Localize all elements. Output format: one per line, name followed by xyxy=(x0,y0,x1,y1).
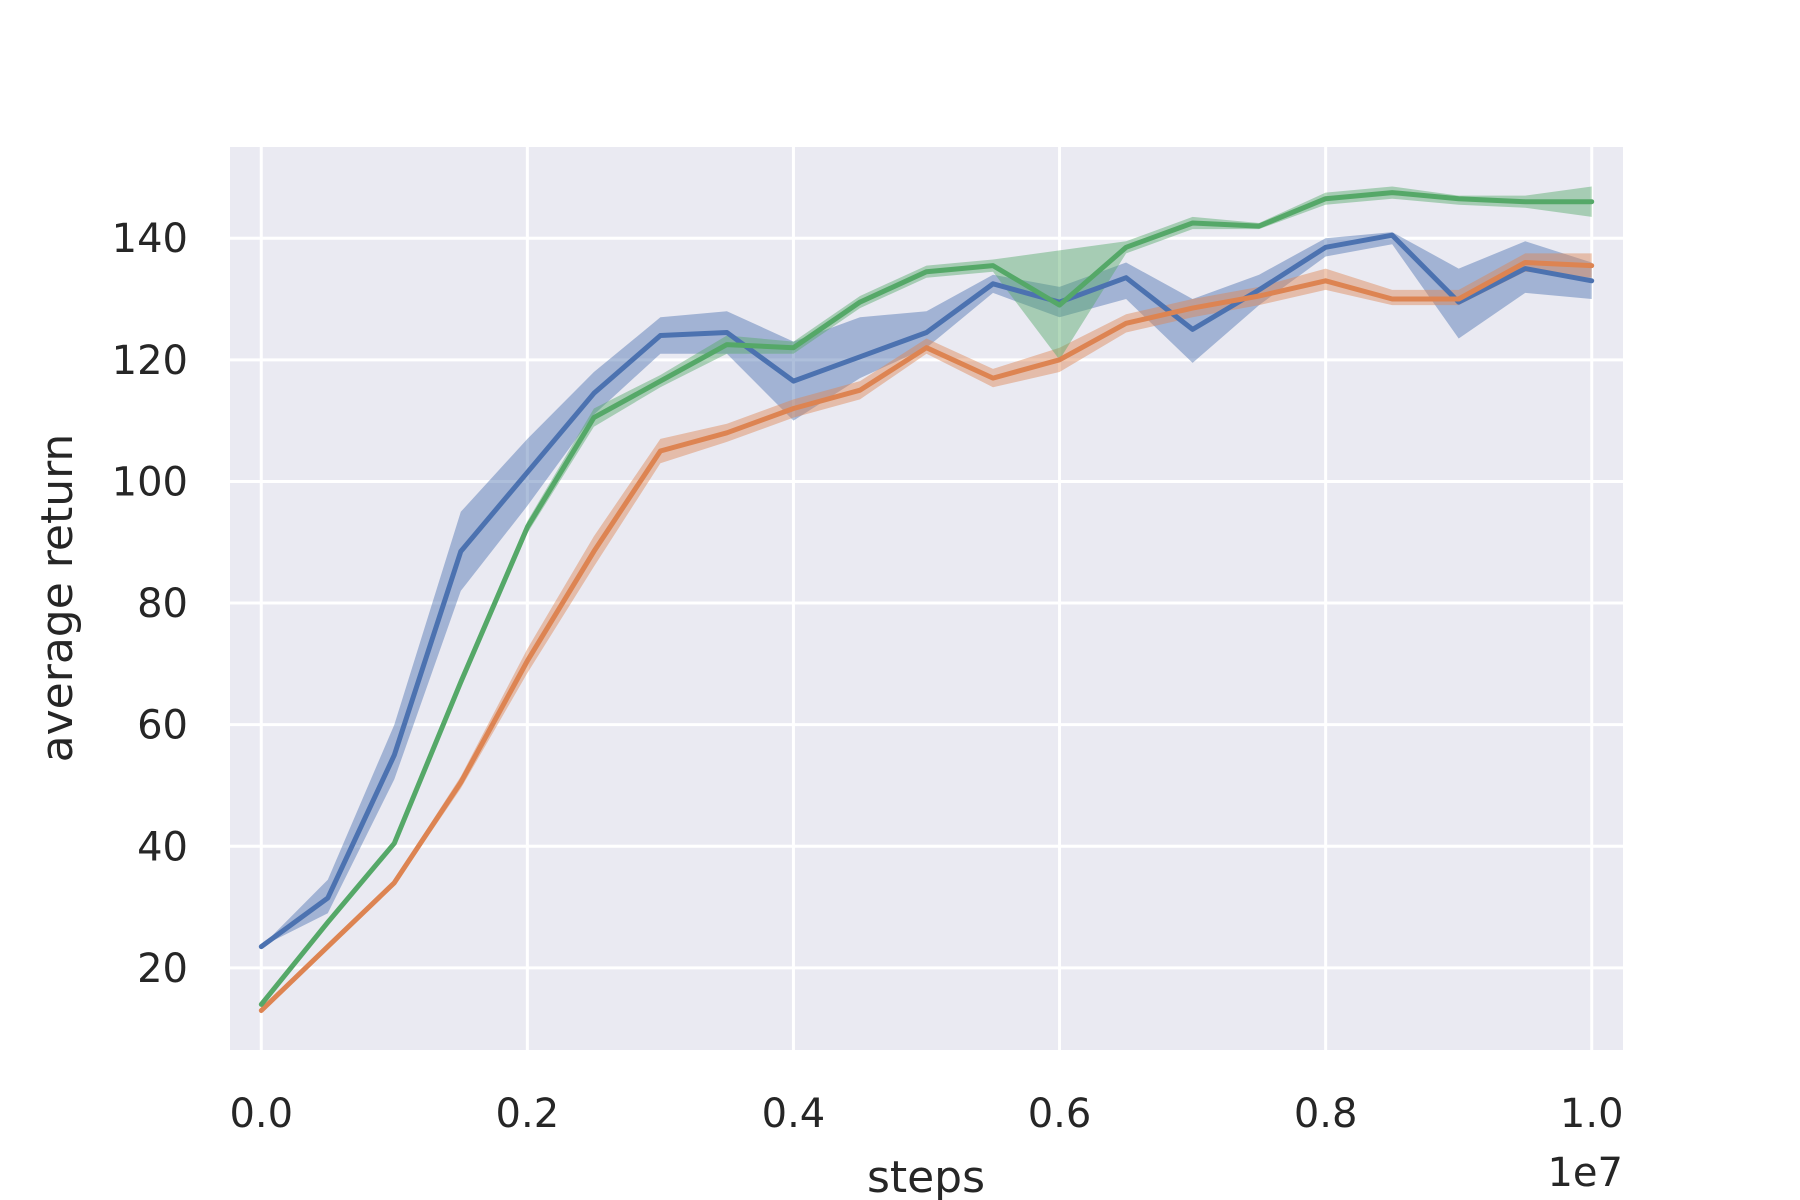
series-1-band xyxy=(261,232,1592,947)
series-1-line xyxy=(258,232,1595,950)
x-tick-label: 1.0 xyxy=(1560,1091,1624,1137)
series-lines xyxy=(258,190,1595,1013)
y-tick-label: 60 xyxy=(137,703,188,749)
x-tick-label: 0.4 xyxy=(762,1091,826,1137)
x-tick-label: 0.8 xyxy=(1294,1091,1358,1137)
grid xyxy=(230,147,1623,1050)
x-tick-label: 0.2 xyxy=(496,1091,560,1137)
series-2-line xyxy=(258,260,1595,1013)
y-tick-label: 140 xyxy=(112,216,188,262)
y-axis-label: average return xyxy=(32,434,83,763)
x-offset-label: 1e7 xyxy=(1547,1150,1623,1196)
y-tick-label: 40 xyxy=(137,824,188,870)
confidence-bands xyxy=(261,186,1592,1014)
x-axis-label: steps xyxy=(867,1152,985,1200)
series-3-line xyxy=(258,190,1595,1007)
y-tick-label: 20 xyxy=(137,946,188,992)
tick-labels: 0.0 0.2 0.4 0.6 0.8 1.0 20 40 60 80 100 120 140 xyxy=(112,216,1624,1137)
y-tick-label: 120 xyxy=(112,338,188,384)
y-tick-label: 80 xyxy=(137,581,188,627)
x-tick-label: 0.6 xyxy=(1028,1091,1092,1137)
y-tick-label: 100 xyxy=(112,459,188,505)
x-tick-label: 0.0 xyxy=(229,1091,293,1137)
